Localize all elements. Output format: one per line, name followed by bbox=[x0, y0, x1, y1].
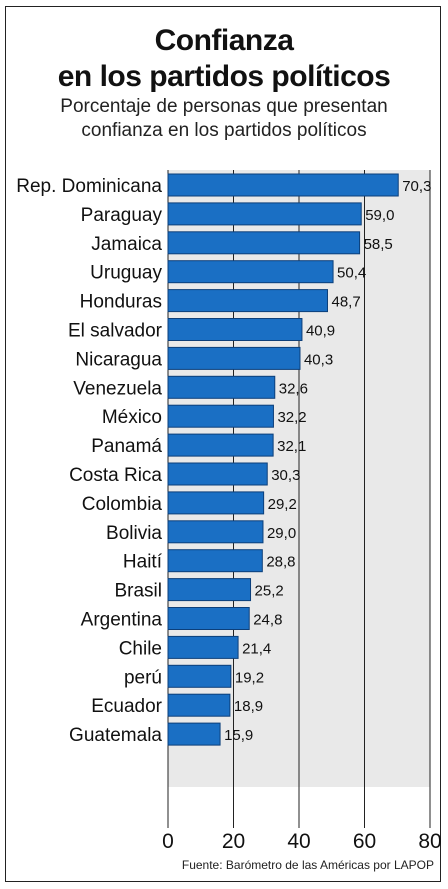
value-label: 24,8 bbox=[253, 612, 282, 629]
bar bbox=[167, 693, 231, 717]
value-label: 32,1 bbox=[277, 438, 306, 455]
category-label: Rep. Dominicana bbox=[16, 176, 162, 197]
bar bbox=[167, 173, 399, 197]
value-label: 25,2 bbox=[255, 583, 284, 600]
value-label: 59,0 bbox=[365, 207, 394, 224]
category-label: Chile bbox=[119, 638, 162, 659]
bar bbox=[167, 433, 274, 457]
bar bbox=[167, 520, 264, 544]
bar bbox=[167, 664, 232, 688]
category-label: Uruguay bbox=[90, 263, 162, 284]
category-label: Brasil bbox=[114, 581, 162, 602]
x-tick-label: 80 bbox=[418, 830, 441, 853]
bar bbox=[167, 491, 265, 515]
chart-subtitle-line1: Porcentaje de personas que presentan bbox=[60, 96, 388, 117]
bar bbox=[167, 346, 301, 370]
category-label: Costa Rica bbox=[69, 465, 162, 486]
value-label: 21,4 bbox=[242, 640, 271, 657]
value-label: 29,0 bbox=[267, 525, 296, 542]
bar bbox=[167, 607, 250, 630]
x-tick-label: 40 bbox=[287, 830, 310, 853]
value-label: 58,5 bbox=[364, 236, 393, 253]
category-label: El salvador bbox=[68, 321, 163, 342]
bar bbox=[167, 462, 268, 486]
category-label: Nicaragua bbox=[75, 349, 162, 370]
bar bbox=[167, 404, 274, 428]
value-label: 19,2 bbox=[235, 669, 264, 686]
category-label: Guatemala bbox=[69, 725, 162, 746]
bar bbox=[167, 202, 362, 226]
value-label: 32,6 bbox=[279, 380, 308, 397]
bar bbox=[167, 549, 263, 573]
category-label: Panamá bbox=[91, 436, 162, 457]
value-label: 30,3 bbox=[271, 467, 300, 484]
value-label: 70,3 bbox=[402, 178, 431, 195]
value-label: 29,2 bbox=[268, 496, 297, 513]
value-label: 32,2 bbox=[277, 409, 306, 426]
category-label: Jamaica bbox=[91, 234, 162, 255]
bar bbox=[167, 289, 328, 313]
bar bbox=[167, 635, 239, 659]
value-label: 18,9 bbox=[234, 698, 263, 715]
value-label: 50,4 bbox=[337, 265, 366, 282]
bar bbox=[167, 578, 252, 602]
value-label: 40,3 bbox=[304, 351, 333, 368]
x-tick-label: 0 bbox=[162, 830, 174, 853]
value-label: 48,7 bbox=[331, 294, 360, 311]
category-label: Argentina bbox=[81, 610, 163, 631]
bar bbox=[167, 231, 361, 255]
bar bbox=[167, 318, 303, 341]
bar bbox=[167, 722, 221, 746]
chart-subtitle-line2: confianza en los partidos políticos bbox=[81, 120, 367, 141]
category-label: Ecuador bbox=[91, 696, 162, 717]
source-note: Fuente: Barómetro de las Américas por LA… bbox=[181, 858, 434, 872]
category-label: Haití bbox=[123, 552, 163, 573]
category-label: México bbox=[102, 407, 162, 428]
chart-title-line2: en los partidos políticos bbox=[57, 60, 391, 93]
category-label: Paraguay bbox=[81, 205, 163, 226]
x-tick-label: 60 bbox=[353, 830, 376, 853]
chart-title-line1: Confianza bbox=[154, 24, 294, 57]
bar bbox=[167, 375, 276, 399]
bar bbox=[167, 260, 334, 284]
category-label: Colombia bbox=[82, 494, 163, 515]
value-label: 15,9 bbox=[224, 727, 253, 744]
category-label: perú bbox=[124, 667, 162, 688]
value-label: 40,9 bbox=[306, 323, 335, 340]
category-label: Honduras bbox=[80, 292, 162, 313]
value-label: 28,8 bbox=[266, 554, 295, 571]
category-label: Bolivia bbox=[106, 523, 162, 544]
category-label: Venezuela bbox=[73, 378, 162, 399]
x-tick-label: 20 bbox=[222, 830, 245, 853]
